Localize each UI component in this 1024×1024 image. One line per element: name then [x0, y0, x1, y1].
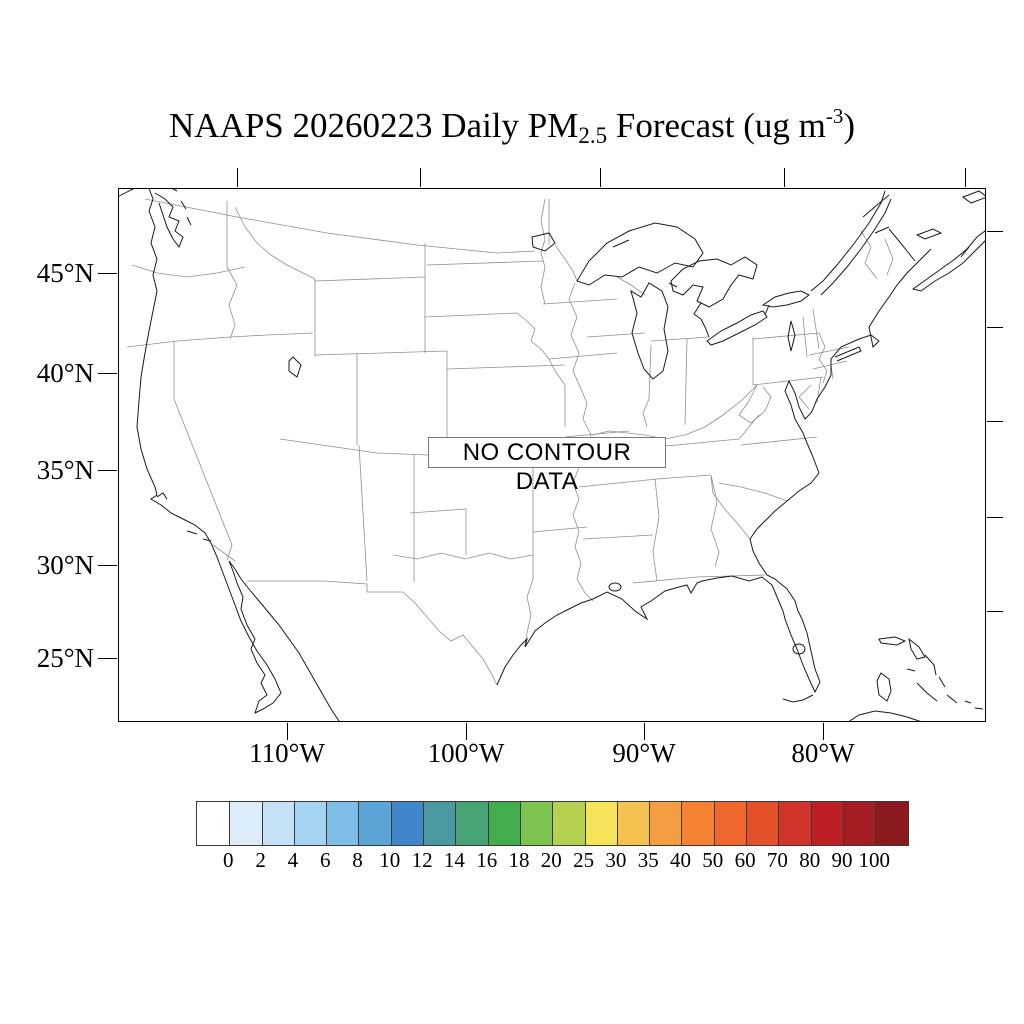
us-map	[118, 188, 986, 722]
colorbar-cell	[842, 802, 876, 845]
colorbar-cell	[455, 802, 488, 845]
colorbar-cell	[261, 802, 294, 845]
lat-label: 25°N	[36, 643, 94, 673]
lon-tick	[287, 723, 288, 740]
lon-label: 80°W	[791, 738, 855, 768]
coastlines	[118, 188, 986, 722]
lon-tick	[466, 723, 467, 740]
colorbar-cell	[713, 802, 747, 845]
colorbar-tick-label: 50	[702, 848, 724, 872]
colorbar-cell	[584, 802, 617, 845]
colorbar-tick-label: 70	[766, 848, 788, 872]
lon-label: 110°W	[249, 738, 325, 768]
top-tick	[420, 168, 421, 187]
colorbar-cell	[423, 802, 456, 845]
colorbar-tick-label: 90	[831, 848, 853, 872]
colorbar-cell	[746, 802, 779, 845]
colorbar-tick-label: 2	[255, 848, 266, 872]
lat-tick	[98, 470, 117, 471]
colorbar-cell	[197, 802, 230, 845]
colorbar-tick-label: 12	[411, 848, 433, 872]
top-tick	[784, 168, 785, 187]
colorbar-cell	[552, 802, 585, 845]
lat-tick	[98, 565, 117, 566]
colorbar-tick-label: 60	[734, 848, 756, 872]
colorbar-cell	[875, 802, 908, 845]
colorbar-cell	[293, 802, 327, 845]
colorbar-cell	[778, 802, 811, 845]
colorbar-tick-label: 20	[540, 848, 562, 872]
colorbar-cell	[519, 802, 553, 845]
lat-tick	[98, 273, 117, 274]
lat-label: 40°N	[36, 358, 94, 388]
lat-tick	[98, 658, 117, 659]
colorbar-tick-label: 0	[223, 848, 234, 872]
colorbar-cell	[390, 802, 424, 845]
top-tick	[237, 168, 238, 187]
right-tick	[987, 421, 1003, 422]
colorbar-cell	[681, 802, 714, 845]
colorbar-cell	[487, 802, 520, 845]
map-area	[117, 187, 987, 723]
colorbar-tick-label: 6	[319, 848, 331, 872]
colorbar-tick-label: 40	[670, 848, 691, 872]
title-subscript: 2.5	[578, 123, 608, 148]
colorbar-tick-label: 100	[858, 848, 891, 872]
right-tick	[987, 231, 1003, 232]
colorbar-tick-label: 18	[508, 848, 530, 872]
colorbar	[196, 801, 909, 846]
colorbar-tick-label: 8	[352, 848, 363, 872]
colorbar-tick-label: 25	[573, 848, 595, 872]
state-borders	[126, 198, 894, 686]
plot-title: NAAPS 20260223 Daily PM2.5 Forecast (ug …	[169, 104, 855, 148]
colorbar-tick-label: 30	[605, 848, 627, 872]
colorbar-tick-label: 16	[476, 848, 498, 872]
right-tick	[987, 327, 1003, 328]
colorbar-tick-label: 10	[379, 848, 401, 872]
lon-tick	[823, 723, 824, 740]
lat-tick	[98, 373, 117, 374]
lat-label: 35°N	[36, 455, 94, 485]
top-tick	[600, 168, 601, 187]
colorbar-tick-label: 4	[287, 848, 299, 872]
lon-label: 100°W	[427, 738, 505, 768]
colorbar-cell	[229, 802, 262, 845]
lon-label: 90°W	[612, 738, 676, 768]
lon-tick	[644, 723, 645, 740]
colorbar-tick-label: 80	[799, 848, 821, 872]
top-tick	[965, 168, 966, 187]
colorbar-cell	[326, 802, 359, 845]
colorbar-cell	[810, 802, 843, 845]
right-tick	[987, 611, 1003, 612]
colorbar-cell	[358, 802, 391, 845]
colorbar-cell	[649, 802, 682, 845]
right-tick	[987, 517, 1003, 518]
colorbar-tick-label: 14	[443, 848, 465, 872]
title-superscript: -3	[825, 104, 844, 128]
lat-label: 30°N	[36, 550, 94, 580]
colorbar-tick-label: 35	[637, 848, 659, 872]
no-contour-data-label: NO CONTOUR DATA	[428, 437, 666, 495]
lat-label: 45°N	[36, 258, 94, 288]
colorbar-cell	[616, 802, 650, 845]
